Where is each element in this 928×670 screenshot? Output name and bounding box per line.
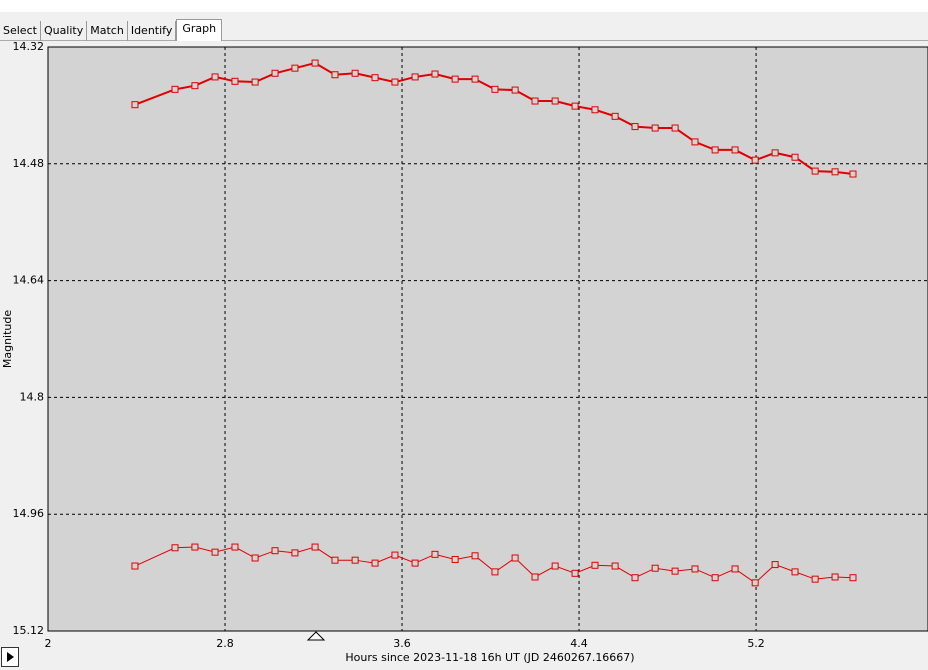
cursor-marker[interactable] [306, 631, 326, 641]
data-point [711, 574, 719, 582]
tab[interactable]: Select [0, 21, 41, 41]
data-point [371, 74, 379, 82]
data-point [671, 124, 679, 132]
data-point [331, 71, 339, 79]
data-point [571, 569, 579, 577]
data-point [551, 97, 559, 105]
data-point [171, 544, 179, 552]
data-point [391, 551, 399, 559]
data-point [291, 64, 299, 72]
data-point [711, 146, 719, 154]
data-point [611, 112, 619, 120]
data-point [271, 69, 279, 77]
data-point [411, 73, 419, 81]
y-tick-label: 14.32 [13, 40, 45, 53]
plot-area [47, 46, 928, 632]
play-button[interactable] [1, 647, 19, 667]
title-strip [0, 0, 928, 12]
data-point [131, 101, 139, 109]
data-point [849, 574, 857, 582]
data-point [231, 543, 239, 551]
data-point [511, 86, 519, 94]
data-point [351, 69, 359, 77]
x-tick-label: 2 [45, 637, 52, 650]
x-tick-label: 2.8 [216, 637, 234, 650]
data-point [551, 562, 559, 570]
data-point [451, 75, 459, 83]
data-point [591, 561, 599, 569]
x-tick-label: 4.4 [570, 637, 588, 650]
tab[interactable]: Quality [41, 21, 88, 41]
x-tick-label: 5.2 [747, 637, 765, 650]
data-point [831, 573, 839, 581]
data-point [771, 561, 779, 569]
data-point [731, 565, 739, 573]
tab[interactable]: Match [87, 21, 128, 41]
data-point [531, 97, 539, 105]
data-point [311, 59, 319, 67]
data-point [611, 562, 619, 570]
y-tick-label: 14.8 [20, 390, 45, 403]
data-point [271, 547, 279, 555]
data-point [431, 550, 439, 558]
y-tick-label: 14.64 [13, 274, 45, 287]
data-point [471, 552, 479, 560]
tab[interactable]: Identify [128, 21, 177, 41]
data-point [691, 138, 699, 146]
data-point [591, 106, 599, 114]
data-point [311, 543, 319, 551]
data-point [191, 543, 199, 551]
data-point [751, 579, 759, 587]
data-point [411, 559, 419, 567]
data-point [211, 73, 219, 81]
data-point [451, 555, 459, 563]
data-point [531, 573, 539, 581]
data-point [751, 156, 759, 164]
data-point [691, 565, 699, 573]
data-point [811, 167, 819, 175]
data-point [511, 554, 519, 562]
data-point [371, 559, 379, 567]
data-point [231, 77, 239, 85]
data-point [211, 548, 219, 556]
data-point [831, 168, 839, 176]
data-point [671, 567, 679, 575]
y-tick-label: 15.12 [13, 624, 45, 637]
data-point [471, 75, 479, 83]
data-point [171, 85, 179, 93]
y-axis-label: Magnitude [1, 310, 14, 369]
data-point [491, 568, 499, 576]
y-tick-label: 14.48 [13, 157, 45, 170]
x-axis-label: Hours since 2023-11-18 16h UT (JD 246026… [345, 651, 634, 664]
data-point [431, 70, 439, 78]
data-point [651, 124, 659, 132]
data-point [491, 85, 499, 93]
data-point [631, 574, 639, 582]
tab-strip: Select Quality Match Identify Graph [0, 19, 928, 41]
data-point [291, 549, 299, 557]
data-point [771, 149, 779, 157]
x-tick-label: 3.6 [393, 637, 411, 650]
data-point [251, 554, 259, 562]
data-point [131, 562, 139, 570]
data-point [351, 556, 359, 564]
data-point [331, 556, 339, 564]
data-point [791, 153, 799, 161]
data-point [571, 102, 579, 110]
data-point [191, 82, 199, 90]
tab[interactable]: Graph [176, 19, 223, 41]
data-point [651, 564, 659, 572]
data-point [811, 575, 819, 583]
y-tick-label: 14.96 [13, 507, 45, 520]
data-point [791, 568, 799, 576]
data-point [849, 170, 857, 178]
data-point [631, 123, 639, 131]
data-point [731, 146, 739, 154]
data-point [251, 78, 259, 86]
data-point [391, 78, 399, 86]
